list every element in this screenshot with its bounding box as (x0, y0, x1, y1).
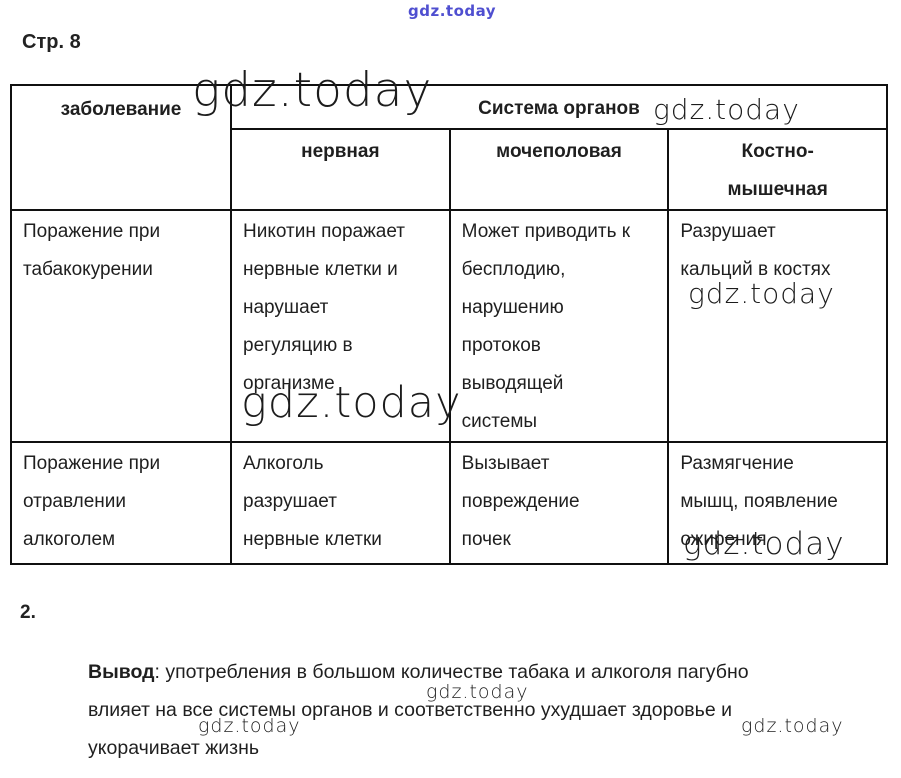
header-cell-disease: заболевание (10, 84, 232, 211)
header-cell-organ-system: Система органов (230, 84, 888, 130)
table-header-row-2: нервная мочеполовая Костно- мышечная (11, 128, 888, 211)
cell-tobacco-urogenital: Может приводить к бесплодию, нарушению п… (448, 209, 670, 443)
cell-alcohol-urogenital: Вызывает повреждение почек (448, 441, 670, 565)
table-row: Поражение при табакокурении Никотин пора… (10, 209, 888, 443)
cell-disease-alcohol: Поражение при отравлении алкоголем (10, 441, 232, 565)
watermark-top: gdz.today (408, 2, 497, 20)
table-header-row-1: заболевание Система органов (10, 84, 888, 211)
cell-disease-tobacco: Поражение при табакокурении (10, 209, 232, 443)
cell-alcohol-musculoskeletal: Размягчение мышц, появление ожирения (667, 441, 888, 565)
page-title: Стр. 8 (22, 31, 81, 53)
organ-systems-table: заболевание Система органов нервная моче… (10, 84, 888, 565)
header-cell-musculoskeletal: Костно- мышечная (667, 128, 888, 211)
header-cell-nervous: нервная (230, 128, 451, 211)
section-number: 2. (20, 602, 36, 623)
cell-alcohol-nervous: Алкоголь разрушает нервные клетки (230, 441, 451, 565)
conclusion-text: : употребления в большом количестве таба… (88, 661, 749, 759)
conclusion-paragraph: Вывод: употребления в большом количестве… (88, 653, 850, 767)
conclusion-label: Вывод (88, 661, 155, 683)
cell-tobacco-musculoskeletal: Разрушает кальций в костях (667, 209, 888, 443)
table-row: Поражение при отравлении алкоголем Алког… (10, 441, 888, 565)
header-cell-urogenital: мочеполовая (448, 128, 670, 211)
cell-tobacco-nervous: Никотин поражает нервные клетки и наруша… (230, 209, 451, 443)
